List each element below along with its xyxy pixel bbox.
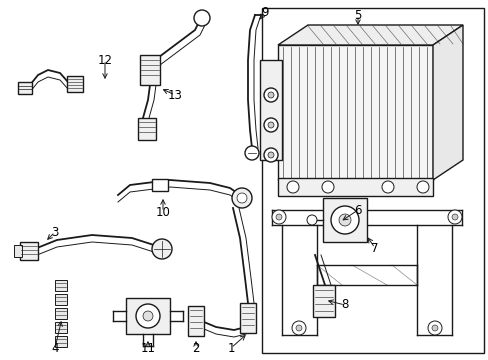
Bar bbox=[187, 306, 203, 336]
Circle shape bbox=[267, 92, 273, 98]
Bar bbox=[20, 242, 38, 260]
Bar bbox=[55, 294, 67, 305]
Circle shape bbox=[136, 304, 160, 328]
Bar bbox=[126, 298, 170, 334]
Text: 6: 6 bbox=[353, 203, 361, 216]
Bar bbox=[18, 82, 32, 94]
Circle shape bbox=[264, 148, 278, 162]
Polygon shape bbox=[432, 25, 462, 180]
Circle shape bbox=[321, 181, 333, 193]
Bar bbox=[152, 179, 168, 191]
Circle shape bbox=[237, 193, 246, 203]
Circle shape bbox=[275, 214, 282, 220]
Circle shape bbox=[291, 321, 305, 335]
Circle shape bbox=[152, 239, 172, 259]
Circle shape bbox=[244, 146, 259, 160]
Text: 7: 7 bbox=[370, 242, 378, 255]
Circle shape bbox=[338, 214, 350, 226]
Bar bbox=[55, 280, 67, 291]
Circle shape bbox=[295, 325, 302, 331]
Circle shape bbox=[142, 311, 153, 321]
Circle shape bbox=[267, 152, 273, 158]
Bar bbox=[14, 245, 22, 257]
Circle shape bbox=[416, 181, 428, 193]
Circle shape bbox=[381, 181, 393, 193]
Circle shape bbox=[286, 181, 298, 193]
Text: 8: 8 bbox=[341, 298, 348, 311]
Text: 9: 9 bbox=[261, 5, 268, 18]
Circle shape bbox=[427, 321, 441, 335]
Text: 3: 3 bbox=[51, 225, 59, 239]
Text: 4: 4 bbox=[51, 342, 59, 355]
Bar bbox=[240, 303, 256, 333]
Text: 13: 13 bbox=[167, 89, 182, 102]
Circle shape bbox=[306, 215, 316, 225]
Circle shape bbox=[194, 10, 209, 26]
Circle shape bbox=[271, 210, 285, 224]
Circle shape bbox=[431, 325, 437, 331]
Text: 1: 1 bbox=[227, 342, 234, 355]
Bar bbox=[55, 336, 67, 347]
Bar bbox=[262, 8, 483, 353]
Circle shape bbox=[267, 122, 273, 128]
Circle shape bbox=[447, 210, 461, 224]
Text: 12: 12 bbox=[97, 54, 112, 67]
Bar bbox=[138, 118, 156, 140]
Polygon shape bbox=[278, 25, 462, 45]
Circle shape bbox=[264, 118, 278, 132]
Bar bbox=[67, 76, 83, 92]
Text: 10: 10 bbox=[155, 206, 170, 219]
Text: 11: 11 bbox=[140, 342, 155, 355]
Bar bbox=[278, 45, 432, 180]
Bar bbox=[323, 198, 366, 242]
Bar bbox=[55, 322, 67, 333]
Bar bbox=[278, 178, 432, 196]
Circle shape bbox=[451, 214, 457, 220]
Text: 5: 5 bbox=[354, 9, 361, 22]
Bar bbox=[140, 55, 160, 85]
Circle shape bbox=[231, 188, 251, 208]
Bar bbox=[55, 308, 67, 319]
Bar bbox=[312, 285, 334, 317]
Text: 2: 2 bbox=[192, 342, 199, 355]
Bar bbox=[260, 60, 282, 160]
Circle shape bbox=[264, 88, 278, 102]
Circle shape bbox=[330, 206, 358, 234]
